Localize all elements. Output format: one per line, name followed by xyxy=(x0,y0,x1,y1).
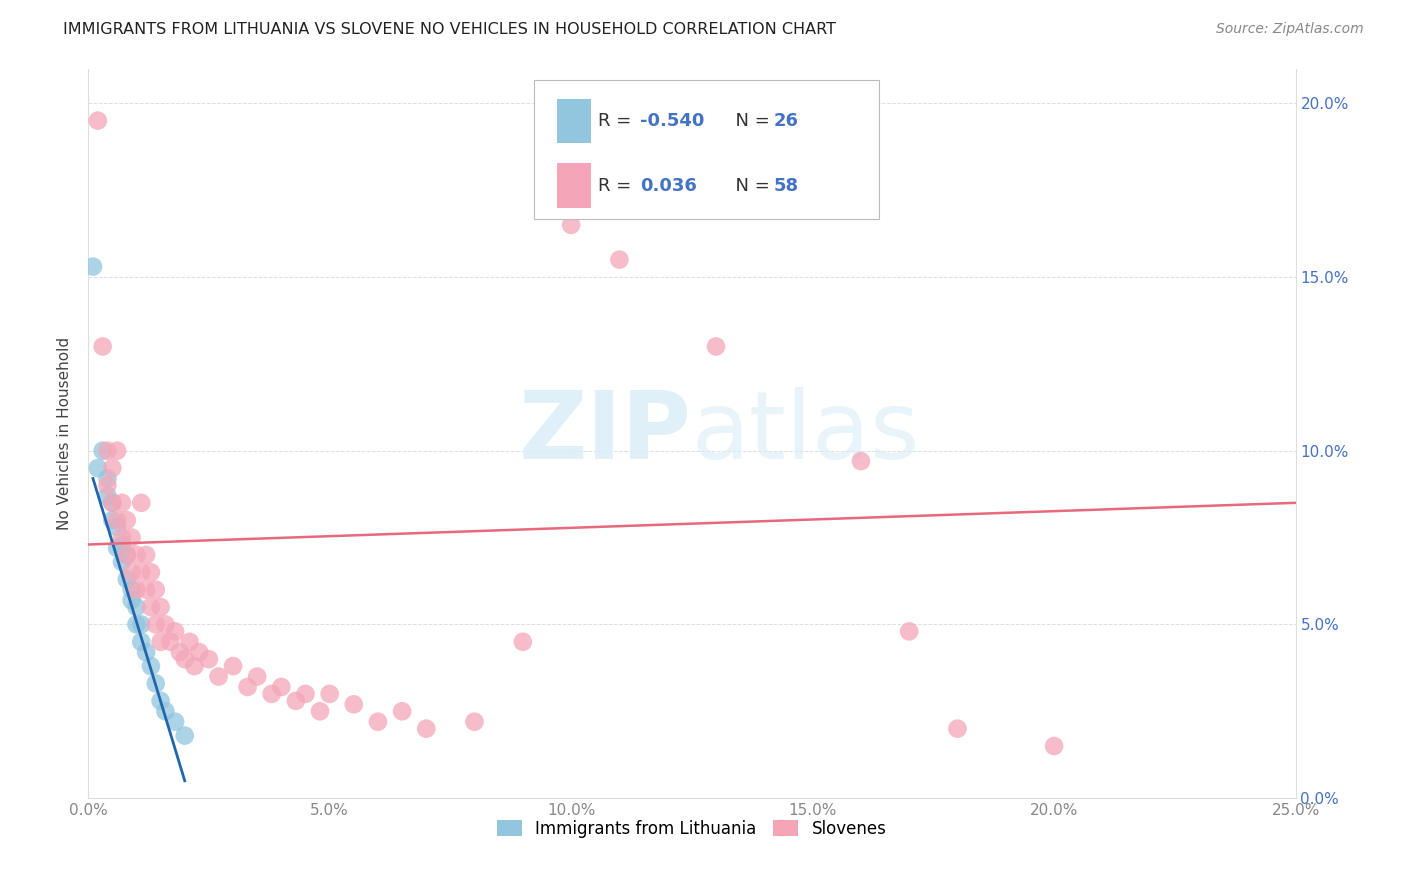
Point xyxy=(149,634,172,648)
Text: Source: ZipAtlas.com: Source: ZipAtlas.com xyxy=(1216,22,1364,37)
Y-axis label: No Vehicles in Household: No Vehicles in Household xyxy=(58,337,72,530)
Point xyxy=(246,669,269,683)
Point xyxy=(139,600,162,615)
Point xyxy=(111,537,134,551)
Point xyxy=(96,489,118,503)
Point xyxy=(105,520,128,534)
Point xyxy=(704,339,727,353)
Point xyxy=(165,714,187,729)
Text: R =: R = xyxy=(598,112,637,130)
Point xyxy=(121,593,143,607)
Point xyxy=(101,461,124,475)
Point xyxy=(318,687,340,701)
Point xyxy=(343,698,366,712)
Point xyxy=(101,513,124,527)
Point xyxy=(946,722,969,736)
Point xyxy=(464,714,486,729)
Point xyxy=(236,680,259,694)
Text: -0.540: -0.540 xyxy=(640,112,704,130)
Point xyxy=(135,548,157,562)
Text: atlas: atlas xyxy=(692,387,920,479)
Point xyxy=(155,617,177,632)
Point xyxy=(96,443,118,458)
Point xyxy=(260,687,283,701)
Point xyxy=(309,704,332,718)
Point xyxy=(115,572,138,586)
Point xyxy=(898,624,921,639)
Point xyxy=(129,634,152,648)
Point xyxy=(121,531,143,545)
Text: N =: N = xyxy=(724,112,776,130)
Point xyxy=(91,339,114,353)
Point xyxy=(512,634,534,648)
Point xyxy=(125,600,148,615)
Point xyxy=(91,443,114,458)
Text: 0.036: 0.036 xyxy=(640,177,696,194)
Point xyxy=(145,617,167,632)
Text: ZIP: ZIP xyxy=(519,387,692,479)
Point xyxy=(270,680,292,694)
Point xyxy=(135,582,157,597)
Point xyxy=(96,478,118,492)
Point xyxy=(415,722,437,736)
Point xyxy=(135,645,157,659)
Text: 58: 58 xyxy=(773,177,799,194)
Point xyxy=(115,548,138,562)
Text: N =: N = xyxy=(724,177,776,194)
Point xyxy=(129,617,152,632)
Legend: Immigrants from Lithuania, Slovenes: Immigrants from Lithuania, Slovenes xyxy=(491,814,893,845)
Point xyxy=(82,260,104,274)
Point xyxy=(96,471,118,485)
Point xyxy=(139,566,162,580)
Point xyxy=(87,113,110,128)
Text: 26: 26 xyxy=(773,112,799,130)
Point xyxy=(139,659,162,673)
Point xyxy=(173,652,195,666)
Point xyxy=(159,634,181,648)
Point xyxy=(101,496,124,510)
Point xyxy=(849,454,872,468)
Point xyxy=(115,513,138,527)
Point xyxy=(149,694,172,708)
Point xyxy=(367,714,389,729)
Point xyxy=(111,496,134,510)
Point xyxy=(105,541,128,555)
Point xyxy=(145,676,167,690)
Point xyxy=(101,496,124,510)
Point xyxy=(87,461,110,475)
Point xyxy=(173,729,195,743)
Point xyxy=(155,704,177,718)
Point xyxy=(207,669,229,683)
Point xyxy=(284,694,307,708)
Point xyxy=(125,617,148,632)
Point xyxy=(145,582,167,597)
Point xyxy=(121,566,143,580)
Point xyxy=(560,218,582,232)
Point xyxy=(129,496,152,510)
Point xyxy=(391,704,413,718)
Point xyxy=(105,513,128,527)
Point xyxy=(179,634,201,648)
Point xyxy=(294,687,316,701)
Point xyxy=(125,548,148,562)
Point xyxy=(121,582,143,597)
Point xyxy=(125,582,148,597)
Point xyxy=(111,555,134,569)
Text: IMMIGRANTS FROM LITHUANIA VS SLOVENE NO VEHICLES IN HOUSEHOLD CORRELATION CHART: IMMIGRANTS FROM LITHUANIA VS SLOVENE NO … xyxy=(63,22,837,37)
Point xyxy=(183,659,205,673)
Point xyxy=(105,443,128,458)
Text: R =: R = xyxy=(598,177,643,194)
Point xyxy=(198,652,221,666)
Point xyxy=(609,252,631,267)
Point xyxy=(222,659,245,673)
Point xyxy=(111,531,134,545)
Point xyxy=(1043,739,1066,753)
Point xyxy=(169,645,191,659)
Point xyxy=(188,645,211,659)
Point xyxy=(115,548,138,562)
Point xyxy=(129,566,152,580)
Point xyxy=(165,624,187,639)
Point xyxy=(149,600,172,615)
